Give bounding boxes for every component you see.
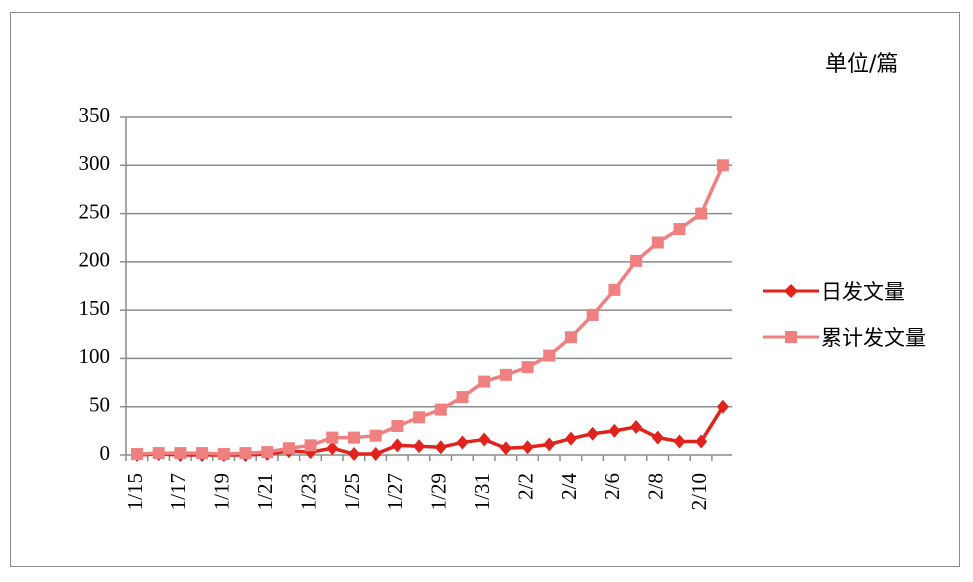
data-point-daily bbox=[434, 440, 447, 455]
data-point-cumulative bbox=[174, 447, 187, 460]
x-tick-label-2-4: 2/4 bbox=[557, 473, 581, 500]
chart-frame bbox=[10, 12, 960, 567]
data-point-daily bbox=[413, 439, 426, 454]
x-tick-label-1-17: 1/17 bbox=[166, 473, 190, 510]
data-point-daily bbox=[651, 430, 664, 445]
y-tick-label-250: 250 bbox=[79, 199, 111, 223]
data-point-cumulative bbox=[608, 283, 621, 296]
data-point-daily bbox=[326, 441, 339, 456]
data-point-cumulative bbox=[261, 446, 274, 459]
y-tick-label-150: 150 bbox=[79, 296, 111, 320]
data-point-daily bbox=[608, 423, 621, 438]
y-axis-ticks: 0 50 100 150 200 250 300 350 bbox=[79, 103, 111, 465]
x-tick-label-1-19: 1/19 bbox=[210, 473, 234, 510]
series-line-1 bbox=[136, 164, 725, 456]
data-point-cumulative bbox=[348, 431, 360, 444]
data-point-cumulative bbox=[326, 431, 339, 444]
x-tick-label-1-21: 1/21 bbox=[253, 473, 277, 510]
data-point-cumulative bbox=[586, 308, 599, 321]
data-point-cumulative bbox=[217, 448, 230, 461]
y-tick-label-300: 300 bbox=[79, 151, 111, 175]
legend-swatch-cumulative bbox=[763, 331, 819, 343]
x-tick-label-1-27: 1/27 bbox=[383, 473, 407, 510]
data-point-cumulative bbox=[391, 420, 404, 433]
data-point-daily bbox=[586, 426, 599, 441]
data-point-cumulative bbox=[434, 403, 447, 416]
x-tick-label-1-15: 1/15 bbox=[123, 473, 147, 510]
x-tick-label-1-29: 1/29 bbox=[427, 473, 451, 510]
data-point-cumulative bbox=[499, 368, 512, 381]
legend-label-daily: 日发文量 bbox=[821, 280, 905, 304]
x-tick-label-1-23: 1/23 bbox=[296, 473, 320, 510]
data-point-daily bbox=[348, 447, 360, 462]
data-point-cumulative bbox=[413, 411, 426, 424]
data-point-cumulative bbox=[304, 439, 317, 452]
series-lines bbox=[131, 159, 729, 462]
data-point-cumulative bbox=[695, 207, 708, 220]
data-point-cumulative bbox=[456, 391, 469, 404]
data-point-daily bbox=[673, 434, 686, 449]
unit-label: 单位/篇 bbox=[825, 52, 899, 77]
data-point-daily bbox=[565, 431, 577, 446]
legend-item-daily: 日发文量 bbox=[763, 276, 926, 306]
data-point-cumulative bbox=[543, 349, 556, 362]
x-tick-label-1-25: 1/25 bbox=[340, 473, 364, 510]
data-point-daily bbox=[630, 419, 643, 434]
x-tick-label-2-10: 2/10 bbox=[687, 473, 711, 510]
data-point-daily bbox=[478, 432, 491, 447]
data-point-cumulative bbox=[131, 448, 143, 461]
data-point-cumulative bbox=[630, 254, 643, 267]
x-tick-label-2-8: 2/8 bbox=[644, 473, 668, 500]
data-point-cumulative bbox=[673, 223, 686, 236]
data-point-cumulative bbox=[521, 361, 534, 374]
data-point-cumulative bbox=[282, 442, 295, 455]
data-point-cumulative bbox=[651, 236, 664, 249]
data-point-daily bbox=[716, 399, 729, 414]
legend: 日发文量 累计发文量 bbox=[763, 276, 926, 368]
x-tick-label-1-31: 1/31 bbox=[470, 473, 494, 510]
data-point-daily bbox=[543, 437, 556, 452]
data-point-daily bbox=[499, 441, 512, 456]
data-point-cumulative bbox=[369, 429, 382, 442]
data-point-cumulative bbox=[565, 331, 577, 344]
axes bbox=[120, 116, 732, 461]
data-point-cumulative bbox=[152, 447, 165, 460]
x-axis-ticks: 1/15 1/17 1/19 1/21 1/23 1/25 1/27 1/29 1/31 2/2 2… bbox=[123, 473, 711, 511]
data-point-daily bbox=[456, 435, 469, 450]
legend-item-cumulative: 累计发文量 bbox=[763, 322, 926, 352]
data-point-daily bbox=[695, 434, 708, 449]
data-point-daily bbox=[391, 438, 404, 453]
data-point-daily bbox=[369, 447, 382, 462]
x-tick-label-2-6: 2/6 bbox=[600, 473, 624, 500]
data-point-cumulative bbox=[196, 447, 209, 460]
data-point-cumulative bbox=[716, 159, 729, 172]
y-tick-label-100: 100 bbox=[79, 344, 111, 368]
data-point-cumulative bbox=[239, 447, 252, 460]
legend-swatch-daily bbox=[763, 284, 819, 298]
y-tick-label-50: 50 bbox=[89, 393, 110, 417]
data-point-cumulative bbox=[478, 375, 491, 388]
y-tick-label-200: 200 bbox=[79, 248, 111, 272]
y-tick-label-350: 350 bbox=[79, 103, 111, 127]
y-tick-label-0: 0 bbox=[100, 441, 111, 465]
legend-label-cumulative: 累计发文量 bbox=[821, 326, 926, 350]
x-tick-label-2-2: 2/2 bbox=[513, 473, 537, 500]
data-point-daily bbox=[521, 440, 534, 455]
